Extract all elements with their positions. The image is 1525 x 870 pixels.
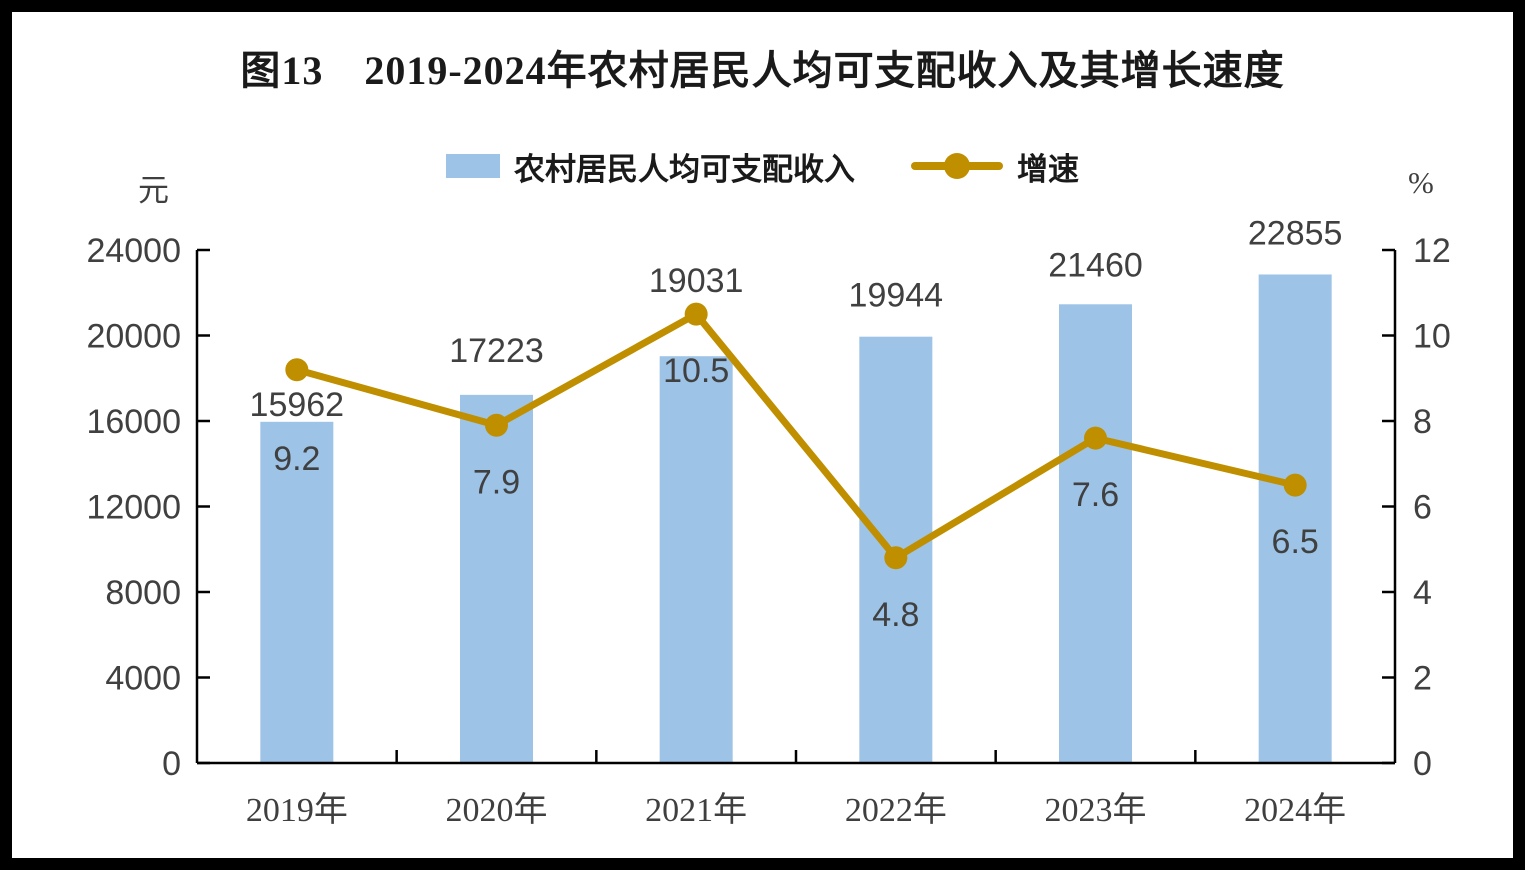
y-left-tick-label: 24000: [86, 232, 181, 270]
right-axis-unit-label: %: [1408, 165, 1434, 200]
growth-value-label: 7.9: [473, 463, 520, 501]
y-right-tick-label: 4: [1413, 574, 1432, 612]
legend-item-growth: 增速: [911, 144, 1079, 189]
y-right-tick-label: 6: [1413, 489, 1432, 527]
income-legend-label: 农村居民人均可支配收入: [514, 151, 855, 187]
chart-canvas: 0 4000 8000 12000 16000 20000 24000 0 2 4 6 8 10 12 20…: [12, 12, 1513, 858]
chart-plot-area: 0 4000 8000 12000 16000 20000 24000 0 2 4 6 8 10 12 20…: [86, 214, 1451, 829]
x-category-label: 2024年: [1244, 791, 1346, 829]
y-right-tick-label: 0: [1413, 745, 1432, 783]
y-right-tick-label: 10: [1413, 318, 1451, 356]
growth-legend-label: 增速: [1017, 151, 1079, 187]
income-bar-2024年: [1258, 274, 1332, 763]
growth-marker-2023年: [1084, 426, 1107, 450]
income-value-label: 19944: [849, 277, 944, 315]
y-right-tick-label: 2: [1413, 660, 1432, 698]
y-left-tick-label: 12000: [86, 489, 181, 527]
chart-title: 图13 2019-2024年农村居民人均可支配收入及其增长速度: [240, 48, 1285, 93]
legend-item-income: 农村居民人均可支配收入: [446, 144, 855, 189]
x-category-label: 2023年: [1045, 791, 1147, 829]
x-category-label: 2021年: [645, 791, 747, 829]
income-value-label: 17223: [449, 332, 544, 370]
growth-value-label: 9.2: [273, 440, 320, 478]
growth-rate-line: [295, 310, 1296, 562]
income-bar-2023年: [1059, 304, 1132, 763]
income-bar-2021年: [659, 356, 733, 763]
income-bar-2020年: [460, 394, 533, 763]
growth-value-label: 4.8: [872, 596, 919, 634]
legend: 农村居民人均可支配收入 增速: [12, 151, 1513, 187]
y-left-tick-label: 8000: [105, 574, 181, 612]
y-left-tick-label: 16000: [86, 403, 181, 441]
y-right-tick-label: 12: [1413, 232, 1451, 270]
growth-marker-2019年: [285, 358, 309, 382]
y-right-tick-label: 8: [1413, 403, 1432, 441]
income-value-label: 15962: [250, 386, 345, 424]
income-value-label: 19031: [649, 262, 744, 300]
x-category-label: 2020年: [446, 791, 548, 829]
y-left-tick-label: 20000: [86, 318, 181, 356]
growth-marker-2022年: [884, 546, 908, 570]
y-left-tick-label: 0: [162, 745, 181, 783]
left-axis-unit-label: 元: [138, 173, 169, 208]
growth-line-marker-icon: [911, 153, 1003, 179]
income-value-label: 21460: [1048, 246, 1143, 284]
growth-value-label: 6.5: [1272, 523, 1319, 561]
growth-value-label: 10.5: [663, 352, 729, 390]
x-category-label: 2019年: [246, 791, 348, 829]
income-bar-swatch-icon: [446, 154, 500, 178]
x-category-label: 2022年: [845, 791, 947, 829]
y-left-tick-label: 4000: [105, 660, 181, 698]
growth-value-label: 7.6: [1072, 476, 1119, 514]
income-bar-2019年: [260, 421, 334, 763]
growth-marker-2020年: [485, 413, 508, 437]
growth-marker-2021年: [684, 302, 708, 326]
growth-marker-2024年: [1283, 473, 1307, 497]
income-value-label: 22855: [1248, 214, 1343, 252]
